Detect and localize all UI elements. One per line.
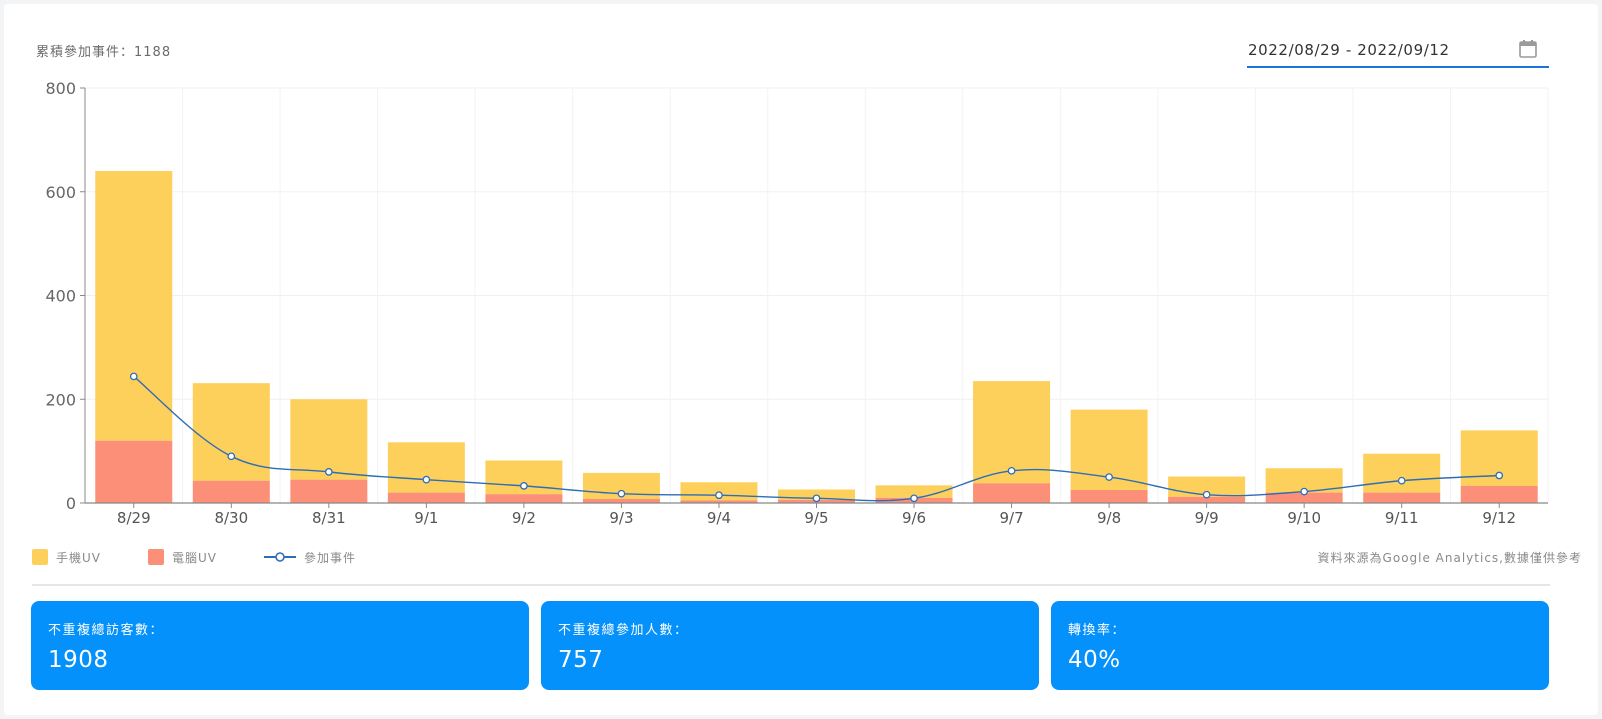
x-tick-label: 9/10 bbox=[1287, 509, 1321, 527]
x-tick-label: 9/7 bbox=[999, 509, 1023, 527]
dashboard-card bbox=[4, 4, 1598, 715]
stat-card-unique-visitors: 不重複總訪客數： 1908 bbox=[31, 601, 529, 690]
events-point bbox=[520, 482, 528, 490]
x-tick-label: 9/6 bbox=[902, 509, 926, 527]
bar-desktop-uv bbox=[1265, 492, 1343, 503]
stat-card-conversion-rate: 轉換率： 40% bbox=[1051, 601, 1549, 690]
x-tick-label: 9/2 bbox=[512, 509, 536, 527]
bar-desktop-uv bbox=[192, 480, 270, 503]
bar-mobile-uv bbox=[387, 442, 465, 493]
x-tick-label: 8/29 bbox=[117, 509, 151, 527]
bar-mobile-uv bbox=[95, 171, 173, 441]
y-tick-label: 400 bbox=[45, 287, 76, 306]
bar-mobile-uv bbox=[192, 383, 270, 481]
x-tick-label: 9/8 bbox=[1097, 509, 1121, 527]
bar-desktop-uv bbox=[1070, 490, 1148, 503]
x-tick-label: 8/30 bbox=[214, 509, 248, 527]
bar-desktop-uv bbox=[1460, 485, 1538, 503]
events-point bbox=[1202, 490, 1211, 499]
stat-value: 757 bbox=[558, 647, 604, 673]
x-tick-label: 8/31 bbox=[312, 509, 346, 527]
events-point bbox=[1007, 466, 1016, 475]
stat-value: 1908 bbox=[48, 647, 109, 673]
date-range-value[interactable]: 2022/08/29 - 2022/09/12 bbox=[1248, 41, 1450, 59]
date-range-picker[interactable]: 2022/08/29 - 2022/09/12 bbox=[1247, 37, 1549, 68]
events-point bbox=[227, 452, 236, 461]
chart-axes bbox=[80, 87, 1548, 508]
x-tick-label: 9/1 bbox=[414, 509, 438, 527]
bar-desktop-uv bbox=[1363, 492, 1441, 503]
desktop-uv-swatch bbox=[148, 549, 164, 565]
bar-desktop-uv bbox=[680, 500, 758, 503]
stat-label: 不重複總參加人數： bbox=[558, 623, 689, 638]
events-point bbox=[1105, 473, 1113, 481]
mobile-uv-swatch bbox=[32, 549, 48, 565]
line-marker-icon bbox=[264, 552, 296, 562]
events-point bbox=[617, 489, 626, 498]
y-tick-label: 800 bbox=[45, 79, 76, 98]
x-tick-label: 9/3 bbox=[609, 509, 633, 527]
x-tick-label: 9/9 bbox=[1195, 509, 1219, 527]
events-point bbox=[812, 494, 821, 503]
y-tick-label: 600 bbox=[45, 183, 76, 202]
events-point bbox=[715, 491, 723, 500]
bar-desktop-uv bbox=[485, 494, 563, 503]
events-point bbox=[129, 372, 138, 381]
events-point bbox=[1300, 487, 1309, 496]
events-point bbox=[422, 475, 431, 484]
stat-label: 不重複總訪客數： bbox=[48, 623, 165, 638]
bar-mobile-uv bbox=[973, 381, 1051, 484]
x-tick-label: 9/11 bbox=[1385, 509, 1419, 527]
legend-label-mobile-uv: 手機UV bbox=[56, 551, 101, 565]
bar-desktop-uv bbox=[1168, 496, 1246, 503]
stat-label: 轉換率： bbox=[1068, 623, 1127, 638]
bar-desktop-uv bbox=[387, 492, 465, 503]
bar-desktop-uv bbox=[290, 479, 368, 503]
y-tick-label: 0 bbox=[66, 494, 76, 513]
chart-bars bbox=[95, 171, 1538, 503]
uv-chart: 0 200 400 600 800 8/29 8/30 8/31 9/1 9/2 9/3 9/4 9/5… bbox=[45, 79, 1549, 527]
events-point bbox=[1397, 476, 1406, 485]
divider bbox=[32, 584, 1550, 586]
legend-label-events: 參加事件 bbox=[304, 551, 357, 565]
legend-label-desktop-uv: 電腦UV bbox=[172, 551, 217, 565]
bar-desktop-uv bbox=[973, 483, 1051, 503]
chart-tick-labels: 0 200 400 600 800 8/29 8/30 8/31 9/1 9/2 9/3 9/4 9/5… bbox=[45, 79, 1516, 527]
x-tick-label: 9/5 bbox=[804, 509, 828, 527]
chart-line bbox=[129, 372, 1504, 503]
x-tick-label: 9/12 bbox=[1482, 509, 1516, 527]
bar-mobile-uv bbox=[1363, 453, 1441, 493]
calendar-icon[interactable] bbox=[1518, 39, 1538, 59]
events-point bbox=[910, 494, 918, 503]
bar-mobile-uv bbox=[290, 399, 368, 480]
y-tick-label: 200 bbox=[45, 390, 76, 409]
events-point bbox=[324, 468, 333, 476]
total-events-label: 累積參加事件：1188 bbox=[36, 45, 172, 60]
bar-desktop-uv bbox=[95, 440, 173, 503]
x-tick-label: 9/4 bbox=[707, 509, 731, 527]
data-source-note: 資料來源為Google Analytics,數據僅供參考 bbox=[1317, 551, 1582, 565]
stat-value: 40% bbox=[1068, 647, 1121, 673]
stat-card-unique-participants: 不重複總參加人數： 757 bbox=[541, 601, 1039, 690]
events-point bbox=[1495, 471, 1504, 480]
bar-desktop-uv bbox=[582, 498, 660, 503]
